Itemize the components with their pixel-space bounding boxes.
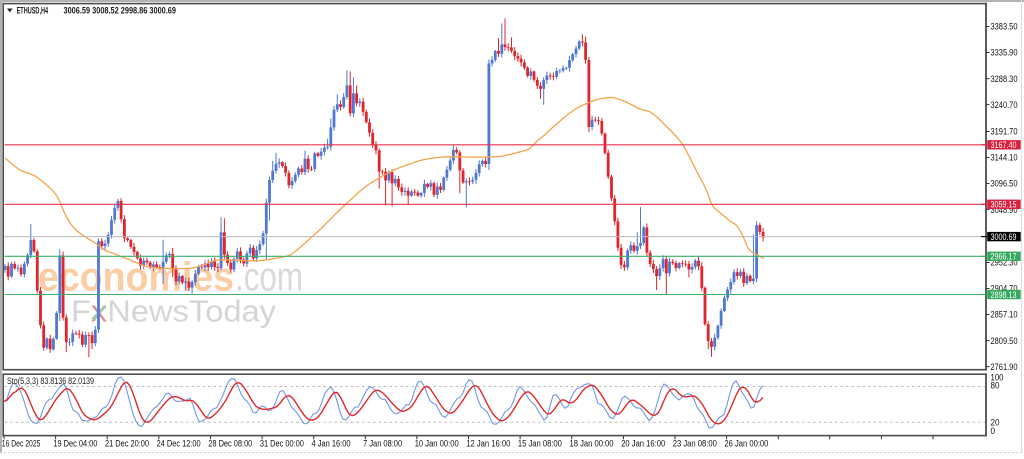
svg-text:18 Jan 00:00: 18 Jan 00:00 (570, 439, 614, 449)
svg-text:100: 100 (991, 373, 1004, 383)
svg-text:23 Jan 08:00: 23 Jan 08:00 (673, 439, 717, 449)
svg-text:3059.15: 3059.15 (991, 200, 1017, 210)
svg-text:16 Dec 2025: 16 Dec 2025 (2, 439, 41, 449)
svg-text:3048.90: 3048.90 (991, 205, 1018, 215)
svg-text:24 Dec 12:00: 24 Dec 12:00 (157, 439, 201, 449)
svg-text:20: 20 (991, 418, 1000, 428)
svg-text:2761.90: 2761.90 (991, 362, 1018, 372)
svg-text:10 Jan 00:00: 10 Jan 00:00 (415, 439, 459, 449)
svg-text:26 Jan 00:00: 26 Jan 00:00 (724, 439, 768, 449)
svg-text:2809.50: 2809.50 (991, 336, 1018, 346)
svg-text:31 Dec 00:00: 31 Dec 00:00 (260, 439, 304, 449)
svg-text:3191.70: 3191.70 (991, 127, 1018, 137)
svg-text:Sto(5,3,3) 83.8136 82.0139: Sto(5,3,3) 83.8136 82.0139 (7, 376, 94, 386)
svg-text:12 Jan 16:00: 12 Jan 16:00 (466, 439, 510, 449)
svg-text:3240.70: 3240.70 (991, 100, 1018, 110)
svg-text:0: 0 (991, 426, 996, 436)
svg-text:19 Dec 04:00: 19 Dec 04:00 (53, 439, 97, 449)
svg-text:2966.17: 2966.17 (991, 252, 1017, 262)
svg-text:3167.40: 3167.40 (991, 140, 1017, 150)
svg-text:15 Jan 08:00: 15 Jan 08:00 (518, 439, 562, 449)
svg-text:20 Jan 16:00: 20 Jan 16:00 (621, 439, 665, 449)
svg-text:2898.13: 2898.13 (991, 290, 1017, 300)
svg-text:2904.70: 2904.70 (991, 284, 1018, 294)
svg-text:7 Jan 08:00: 7 Jan 08:00 (363, 439, 402, 449)
svg-text:2857.10: 2857.10 (991, 310, 1018, 320)
svg-text:ETHUSD,H4: ETHUSD,H4 (17, 6, 48, 16)
svg-text:4 Jan 16:00: 4 Jan 16:00 (312, 439, 351, 449)
svg-text:80: 80 (991, 381, 1000, 391)
svg-text:3096.50: 3096.50 (991, 179, 1018, 189)
svg-text:3383.50: 3383.50 (991, 22, 1018, 32)
svg-text:28 Dec 08:00: 28 Dec 08:00 (208, 439, 252, 449)
svg-text:21 Dec 20:00: 21 Dec 20:00 (105, 439, 149, 449)
svg-text:3144.10: 3144.10 (991, 153, 1018, 163)
svg-text:3006.59 3008.52 2998.86 3000.6: 3006.59 3008.52 2998.86 3000.69 (64, 6, 177, 16)
svg-text:3000.69: 3000.69 (991, 232, 1017, 242)
svg-text:economies: economies (38, 254, 234, 300)
svg-text:3288.30: 3288.30 (991, 74, 1018, 84)
svg-text:3335.90: 3335.90 (991, 48, 1018, 58)
svg-text:2952.30: 2952.30 (991, 258, 1018, 268)
